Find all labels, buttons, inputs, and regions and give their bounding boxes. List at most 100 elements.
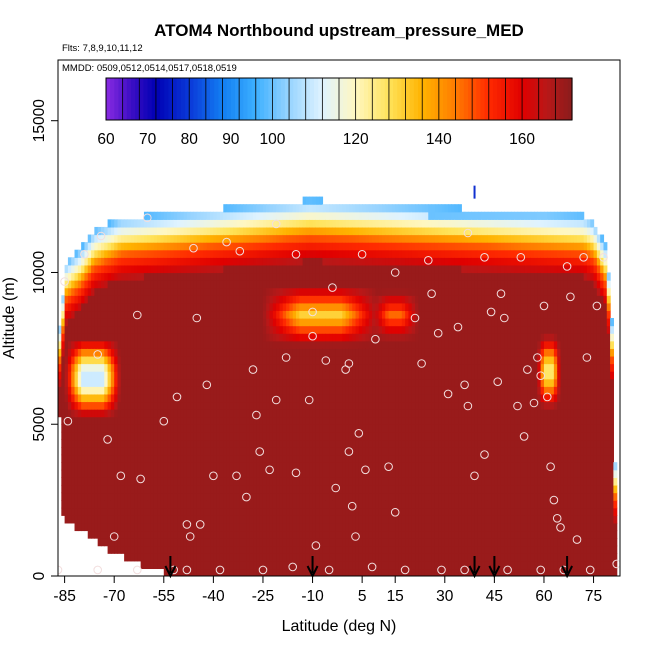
heatmap-cell (100, 302, 105, 312)
heatmap-cell (352, 310, 357, 319)
heatmap-cell (120, 340, 125, 349)
heatmap-cell (302, 310, 307, 319)
heatmap-cell (259, 264, 264, 274)
heatmap-cell (180, 371, 185, 380)
heatmap-cell (332, 386, 337, 395)
heatmap-cell (213, 522, 218, 532)
heatmap-cell (329, 333, 333, 342)
heatmap-cell (137, 355, 142, 365)
heatmap-cell (229, 333, 234, 342)
heatmap-cell (279, 340, 284, 349)
heatmap-cell (249, 295, 254, 304)
heatmap-cell (177, 538, 181, 547)
heatmap-cell (64, 363, 69, 372)
heatmap-cell (67, 492, 72, 501)
heatmap-cell (203, 477, 208, 486)
heatmap-cell (302, 477, 307, 486)
heatmap-cell (325, 219, 330, 228)
heatmap-cell (206, 272, 211, 281)
heatmap-cell (355, 318, 360, 327)
heatmap-cell (319, 302, 324, 312)
heatmap-cell (236, 242, 241, 251)
heatmap-cell (74, 477, 79, 486)
heatmap-cell (262, 469, 267, 478)
heatmap-cell (408, 242, 413, 251)
heatmap-cell (177, 257, 181, 266)
heatmap-cell (372, 538, 376, 547)
heatmap-cell (107, 538, 112, 547)
heatmap-cell (77, 333, 82, 342)
heatmap-cell (325, 333, 330, 342)
heatmap-cell (190, 287, 195, 296)
heatmap-cell (325, 500, 330, 509)
heatmap-cell (110, 348, 115, 357)
heatmap-cell (266, 553, 271, 562)
heatmap-cell (84, 280, 89, 289)
heatmap-cell (127, 484, 132, 494)
heatmap-cell (58, 325, 62, 334)
heatmap-cell (401, 302, 406, 312)
heatmap-cell (196, 287, 201, 296)
heatmap-cell (253, 409, 257, 418)
heatmap-cell (213, 409, 218, 418)
heatmap-cell (229, 469, 234, 478)
heatmap-cell (143, 302, 148, 312)
heatmap-cell (339, 272, 343, 281)
heatmap-cell (362, 318, 367, 327)
heatmap-cell (365, 264, 370, 274)
heatmap-cell (332, 545, 337, 554)
heatmap-cell (398, 234, 403, 243)
heatmap-cell (87, 515, 92, 524)
heatmap-cell (130, 477, 135, 486)
heatmap-cell (213, 310, 218, 319)
heatmap-cell (256, 477, 261, 486)
heatmap-cell (372, 318, 376, 327)
heatmap-cell (107, 401, 112, 410)
heatmap-cell (226, 462, 231, 471)
heatmap-cell (365, 242, 370, 251)
heatmap-cell (362, 280, 367, 289)
heatmap-cell (355, 363, 360, 372)
heatmap-cell (325, 242, 330, 251)
heatmap-cell (223, 545, 228, 554)
heatmap-cell (312, 484, 317, 494)
heatmap-cell (216, 500, 221, 509)
heatmap-cell (253, 484, 257, 494)
heatmap-cell (391, 462, 396, 471)
heatmap-cell (305, 401, 310, 410)
heatmap-cell (358, 538, 363, 547)
heatmap-cell (61, 484, 66, 494)
heatmap-cell (71, 302, 76, 312)
heatmap-cell (329, 211, 333, 220)
heatmap-cell (180, 302, 185, 312)
heatmap-cell (97, 515, 102, 524)
heatmap-cell (71, 393, 76, 403)
heatmap-cell (157, 242, 162, 251)
heatmap-cell (183, 340, 188, 349)
heatmap-cell (362, 219, 367, 228)
heatmap-cell (84, 249, 89, 258)
heatmap-cell (315, 318, 320, 327)
heatmap-cell (71, 310, 76, 319)
heatmap-cell (236, 545, 241, 554)
heatmap-cell (272, 295, 277, 304)
heatmap-cell (117, 454, 122, 463)
flights-label: Flts: 7,8,9,10,11,12 (62, 43, 143, 54)
heatmap-cell (262, 462, 267, 471)
heatmap-cell (319, 348, 324, 357)
heatmap-cell (94, 484, 99, 494)
heatmap-cell (352, 333, 357, 342)
heatmap-cell (325, 363, 330, 372)
heatmap-cell (362, 538, 367, 547)
heatmap-cell (325, 454, 330, 463)
heatmap-cell (210, 500, 214, 509)
heatmap-cell (236, 515, 241, 524)
heatmap-cell (253, 416, 257, 425)
heatmap-cell (94, 401, 99, 410)
heatmap-cell (388, 295, 393, 304)
heatmap-cell (100, 355, 105, 365)
heatmap-cell (378, 211, 383, 220)
heatmap-cell (312, 462, 317, 471)
heatmap-cell (213, 469, 218, 478)
heatmap-cell (398, 226, 403, 236)
